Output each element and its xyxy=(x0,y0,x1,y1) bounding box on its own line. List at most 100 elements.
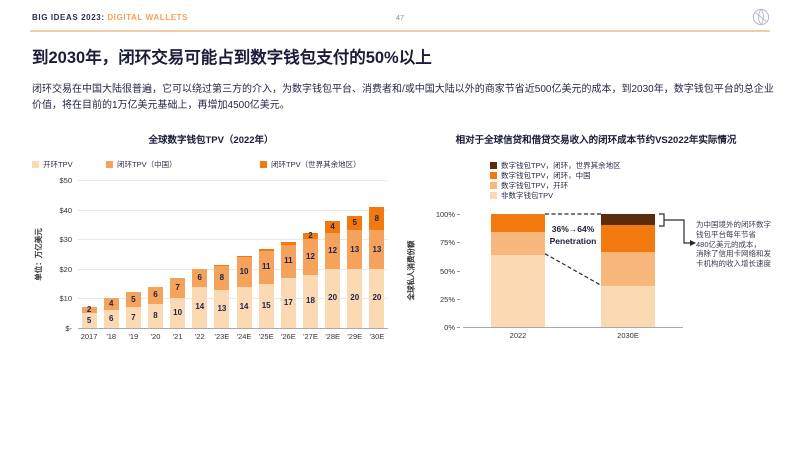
bar-group: 2022 xyxy=(463,214,573,340)
y-tick-mark xyxy=(457,214,460,215)
x-tick-label: '26E xyxy=(280,332,296,341)
bar-value-label: 4 xyxy=(330,222,335,232)
bar-group: 20 13 5 '29E xyxy=(344,180,366,341)
legend-label: 闭环TPV（世界其余地区） xyxy=(271,160,361,169)
x-tick-label: '20 xyxy=(150,332,161,341)
legend-label: 数字钱包TPV，闭环，世界其余地区 xyxy=(501,161,621,170)
bar-segment xyxy=(491,254,545,327)
bar-segment xyxy=(601,225,655,253)
legend-swatch xyxy=(490,172,497,179)
bar-group: 2030E xyxy=(573,214,683,340)
stacked-bar: 15 11 xyxy=(258,249,274,328)
y-tick-label: 0% xyxy=(444,323,455,332)
bar-group: 20 12 4 '28E xyxy=(322,180,344,341)
bar-value-label: 11 xyxy=(261,262,271,272)
bar-segment: 8 xyxy=(147,304,163,328)
bar-segment: 6 xyxy=(147,286,163,305)
y-tick-label: 100% xyxy=(435,210,455,219)
y-tick-label: 50% xyxy=(439,266,455,276)
bar-value-label: 13 xyxy=(217,303,227,313)
legend-swatch xyxy=(106,161,113,168)
y-tick-label: $30 xyxy=(59,235,72,245)
bar-value-label: 17 xyxy=(283,297,293,307)
bar-segment: 2 xyxy=(302,232,318,240)
bar-segment xyxy=(236,255,252,257)
x-tick-label: '28E xyxy=(325,332,340,341)
legend-item: 闭环TPV（中国） xyxy=(106,159,177,170)
bar-value-label: 13 xyxy=(350,244,360,254)
bar-group: 13 8 '23E xyxy=(211,180,233,341)
stacked-bar: 10 7 xyxy=(170,277,186,328)
bar-segment xyxy=(601,252,655,287)
legend-item: 开环TPV xyxy=(32,159,73,170)
legend-item: 数字钱包TPV，闭环，中国 xyxy=(490,170,591,181)
legend-swatch xyxy=(260,161,267,168)
bar-segment: 7 xyxy=(170,277,186,299)
legend-label: 开环TPV xyxy=(43,160,73,169)
bar-segment: 20 xyxy=(369,268,385,328)
legend-swatch xyxy=(32,161,39,168)
gridline xyxy=(78,268,388,270)
bar-value-label: 11 xyxy=(284,256,293,266)
bar-segment: 10 xyxy=(170,298,186,328)
y-tick-label: $20 xyxy=(59,264,72,274)
bar-segment: 18 xyxy=(302,274,318,328)
chart-left-title: 全球数字钱包TPV（2022年） xyxy=(148,135,274,146)
stacked-bar: 20 13 5 xyxy=(347,215,363,328)
bar-segment: 5 xyxy=(81,313,97,328)
bar-value-label: 15 xyxy=(261,300,271,310)
penetration-annotation: 36%→64% Penetration xyxy=(549,224,597,246)
page-title: 到2030年，闭环交易可能占到数字钱包支付的50%以上 xyxy=(32,49,432,67)
y-tick-label: 75% xyxy=(439,238,455,248)
bar-segment: 4 xyxy=(103,298,119,311)
header-brand-suffix: DIGITAL WALLETS xyxy=(104,13,189,22)
bar-value-label: 5 xyxy=(86,315,92,325)
page-number: 47 xyxy=(395,13,405,22)
x-tick-label: 2022 xyxy=(509,331,527,340)
bar-segment: 7 xyxy=(125,307,141,328)
x-tick-label: '18 xyxy=(106,332,117,341)
x-tick-label: '19 xyxy=(128,332,139,341)
x-tick-label: 2030E xyxy=(617,331,639,340)
savings-callout: 为中国境外的闭环数字 钱包平台每年节省 480亿美元的成本， 消除了信用卡网络和… xyxy=(696,220,771,268)
bar-value-label: 8 xyxy=(153,311,158,321)
bar-segment xyxy=(491,232,545,255)
stacked-bar: 13 8 xyxy=(214,264,230,328)
bar-segment: 10 xyxy=(236,256,252,287)
bar-group: 18 12 2 '27E xyxy=(299,180,321,341)
stacked-bar: 17 11 xyxy=(280,242,296,328)
bar-segment: 6 xyxy=(103,310,119,328)
bar-segment xyxy=(258,249,274,252)
gridline xyxy=(78,209,388,211)
legend-swatch xyxy=(490,192,497,199)
bar-value-label: 5 xyxy=(131,294,136,304)
stacked-bar xyxy=(491,214,545,327)
stacked-bar: 14 6 xyxy=(192,268,208,328)
legend-label: 数字钱包TPV，闭环，中国 xyxy=(501,171,591,180)
chart-left-plot: 单位：万亿美元 $50 $40 $30 $20 $10 $- 5 2 2017 6 4'18 7 5'1… xyxy=(34,176,388,341)
bar-value-label: 10 xyxy=(173,308,183,318)
bar-group: 14 6 '22 xyxy=(189,180,211,341)
bar-segment: 20 xyxy=(325,268,341,328)
bar-group: 8 6 '20 xyxy=(144,180,166,341)
bar-value-label: 13 xyxy=(372,244,382,254)
bar-group: 6 4 '18 xyxy=(100,180,122,341)
y-tick-mark xyxy=(457,270,460,272)
header-divider xyxy=(30,30,770,32)
bar-segment xyxy=(491,214,545,233)
bar-group: 17 11'26E xyxy=(277,180,299,341)
legend-item: 数字钱包TPV，闭环，世界其余地区 xyxy=(490,160,621,171)
bar-segment xyxy=(601,214,655,226)
stacked-bar: 14 10 xyxy=(236,255,252,328)
bar-value-label: 4 xyxy=(108,299,114,309)
stacked-bar: 20 12 4 xyxy=(325,221,341,328)
x-tick-label: '21 xyxy=(172,332,183,341)
bar-segment: 15 xyxy=(258,283,274,328)
bar-value-label: 6 xyxy=(197,272,202,282)
stacked-bar xyxy=(601,214,655,327)
x-tick-label: 2017 xyxy=(80,332,98,341)
x-tick-label: '23E xyxy=(214,332,230,341)
ark-logo-icon xyxy=(752,8,770,26)
stacked-bar: 20 13 8 xyxy=(369,206,385,328)
bar-value-label: 7 xyxy=(175,283,180,293)
